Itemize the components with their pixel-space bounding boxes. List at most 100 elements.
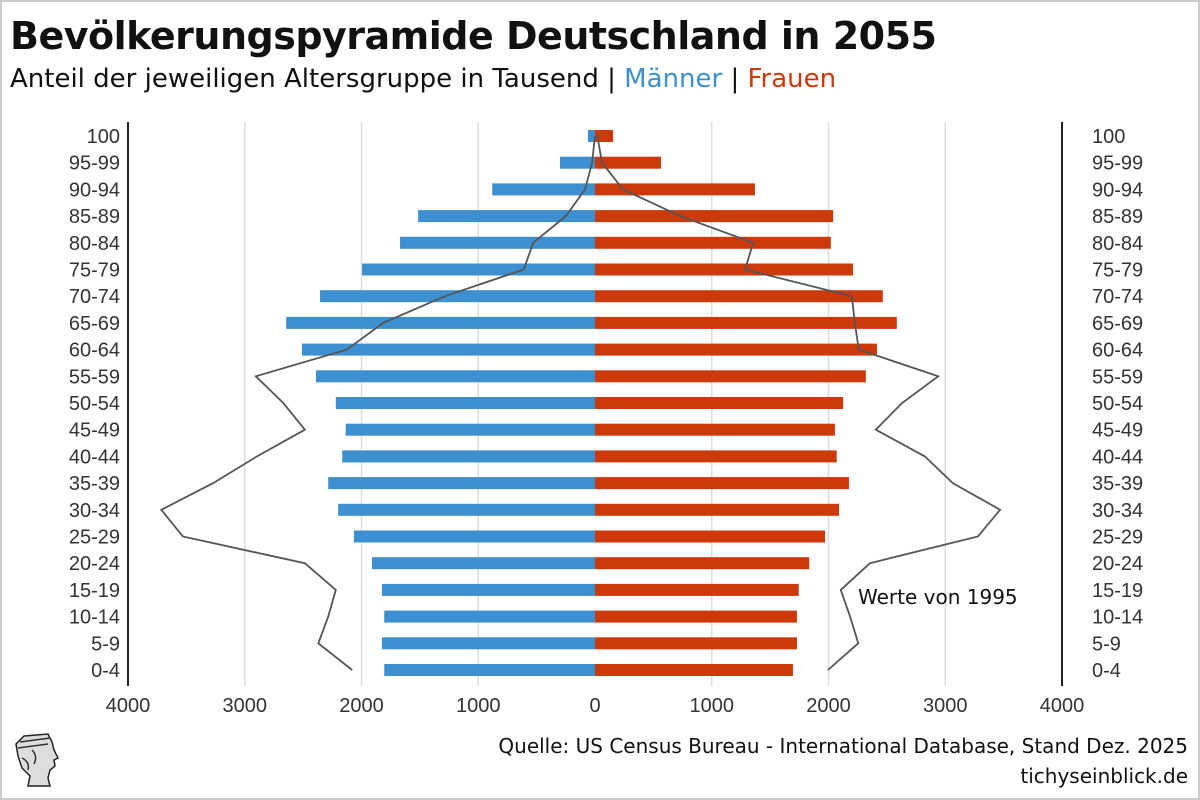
chart-subtitle: Anteil der jeweiligen Altersgruppe in Ta… [10, 64, 836, 94]
x-tick-label: 1000 [690, 695, 735, 717]
y-label-left: 15-19 [69, 580, 120, 602]
y-label-left: 0-4 [91, 660, 120, 682]
bar-men-30-34 [338, 503, 595, 516]
bar-men-85-89 [418, 210, 595, 223]
y-label-left: 60-64 [69, 340, 120, 362]
y-label-left: 25-29 [69, 527, 120, 549]
bar-men-20-24 [372, 557, 595, 570]
y-label-right: 40-44 [1092, 446, 1143, 468]
y-label-right: 15-19 [1092, 580, 1143, 602]
y-label-right: 90-94 [1092, 179, 1143, 201]
y-label-right: 35-39 [1092, 473, 1143, 495]
bar-men-90-94 [492, 183, 595, 196]
y-label-right: 80-84 [1092, 233, 1143, 255]
subtitle-separator: | [722, 64, 748, 94]
bar-women-30-34 [595, 503, 840, 516]
bar-women-40-44 [595, 450, 837, 463]
bar-women-70-74 [595, 290, 883, 303]
chart-title: Bevölkerungspyramide Deutschland in 2055 [10, 14, 937, 58]
y-label-right: 95-99 [1092, 153, 1143, 175]
x-tick-label: 4000 [106, 695, 151, 717]
annotation-1995: Werte von 1995 [858, 585, 1018, 609]
bar-men-40-44 [342, 450, 595, 463]
bar-men-45-49 [345, 423, 595, 436]
bar-men-10-14 [384, 610, 595, 623]
y-label-right: 25-29 [1092, 527, 1143, 549]
y-label-right: 0-4 [1092, 660, 1121, 682]
bar-men-60-64 [301, 343, 595, 356]
legend-women: Frauen [747, 64, 837, 94]
x-tick-label: 3000 [223, 695, 268, 717]
bar-women-75-79 [595, 263, 854, 276]
y-label-left: 40-44 [69, 446, 120, 468]
bar-men-15-19 [381, 583, 595, 596]
y-label-right: 70-74 [1092, 286, 1143, 308]
bar-women-55-59 [595, 370, 866, 383]
y-label-left: 30-34 [69, 500, 120, 522]
bar-men-95-99 [559, 156, 595, 169]
bar-women-45-49 [595, 423, 835, 436]
y-label-left: 90-94 [69, 179, 120, 201]
bar-men-70-74 [320, 290, 595, 303]
y-label-left: 35-39 [69, 473, 120, 495]
bar-men-100 [587, 130, 595, 142]
bar-men-75-79 [362, 263, 595, 276]
y-label-left: 65-69 [69, 313, 120, 335]
x-tick-label: 2000 [339, 695, 384, 717]
y-label-left: 100 [87, 126, 120, 148]
bar-men-5-9 [381, 637, 595, 650]
bar-women-60-64 [595, 343, 877, 356]
y-label-left: 80-84 [69, 233, 120, 255]
bar-women-100 [595, 130, 614, 142]
y-label-right: 75-79 [1092, 260, 1143, 282]
y-label-right: 50-54 [1092, 393, 1143, 415]
x-tick-label: 2000 [806, 695, 851, 717]
y-label-right: 30-34 [1092, 500, 1143, 522]
bar-women-20-24 [595, 557, 810, 570]
y-label-right: 60-64 [1092, 340, 1143, 362]
bar-men-50-54 [335, 397, 595, 409]
tichyseinblick-logo [10, 728, 60, 792]
y-label-right: 65-69 [1092, 313, 1143, 335]
bar-women-65-69 [595, 316, 897, 329]
y-label-right: 100 [1092, 126, 1125, 148]
bar-women-50-54 [595, 397, 844, 409]
site-name: tichyseinblick.de [1020, 764, 1188, 788]
legend-men: Männer [624, 64, 723, 94]
y-label-right: 5-9 [1092, 633, 1121, 655]
y-label-left: 85-89 [69, 206, 120, 228]
y-label-left: 20-24 [69, 553, 120, 575]
bar-women-25-29 [595, 530, 825, 543]
subtitle-text: Anteil der jeweiligen Altersgruppe in Ta… [10, 64, 625, 94]
bar-men-0-4 [384, 664, 595, 676]
y-label-right: 45-49 [1092, 420, 1143, 442]
bar-men-35-39 [328, 477, 595, 490]
bar-women-90-94 [595, 183, 755, 196]
bar-men-55-59 [315, 370, 595, 383]
bar-women-85-89 [595, 210, 834, 223]
x-tick-label: 0 [589, 695, 600, 717]
bar-men-65-69 [286, 316, 595, 329]
bar-women-0-4 [595, 664, 793, 676]
y-label-left: 45-49 [69, 420, 120, 442]
bar-women-5-9 [595, 637, 797, 650]
y-label-right: 20-24 [1092, 553, 1143, 575]
x-tick-label: 3000 [923, 695, 968, 717]
y-label-left: 10-14 [69, 607, 120, 629]
source-note: Quelle: US Census Bureau - International… [498, 734, 1188, 758]
y-label-left: 95-99 [69, 153, 120, 175]
bar-women-35-39 [595, 477, 849, 490]
line-women-1995 [596, 135, 1002, 671]
bar-women-95-99 [595, 156, 661, 169]
bar-women-80-84 [595, 236, 831, 249]
y-label-right: 85-89 [1092, 206, 1143, 228]
y-label-left: 70-74 [69, 286, 120, 308]
y-label-left: 75-79 [69, 260, 120, 282]
bar-women-15-19 [595, 583, 799, 596]
bar-men-80-84 [400, 236, 595, 249]
line-men-1995 [159, 135, 596, 671]
y-label-left: 50-54 [69, 393, 120, 415]
x-tick-label: 1000 [456, 695, 501, 717]
x-tick-label: 4000 [1040, 695, 1085, 717]
